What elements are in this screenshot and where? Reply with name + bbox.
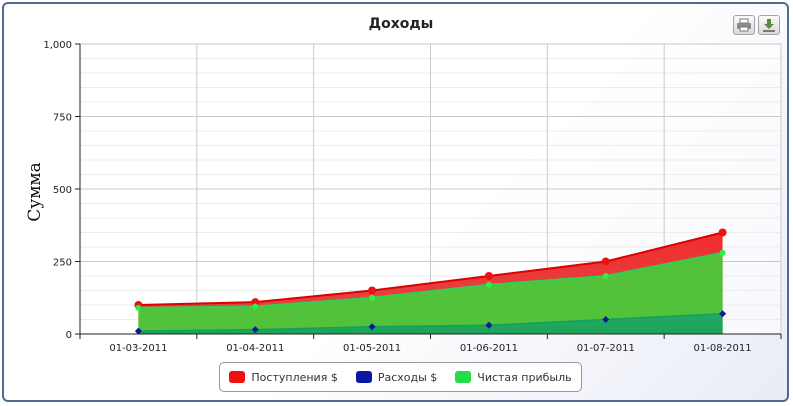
- y-tick-label: 500: [53, 185, 72, 196]
- series-area-expenses: [138, 313, 723, 334]
- point-net-profit: [719, 249, 726, 256]
- legend-item-net-profit[interactable]: Чистая прибыль: [455, 370, 572, 384]
- axes: [75, 43, 782, 339]
- chart-title: Доходы: [369, 16, 434, 32]
- point-net-profit: [135, 304, 142, 311]
- point-expenses: [602, 316, 610, 323]
- y-tick-label: 1,000: [43, 40, 72, 51]
- legend-label-revenue: Поступления $: [251, 370, 338, 384]
- point-revenue: [368, 286, 377, 295]
- x-tick-labels: 01-03-2011 01-04-2011 01-05-2011 01-06-2011…: [109, 343, 751, 354]
- legend-swatch-net-profit: [455, 371, 472, 383]
- y-tick-label: 250: [53, 258, 72, 269]
- y-axis-title: Сумма: [25, 162, 45, 222]
- x-tick-label: 01-06-2011: [460, 343, 518, 354]
- point-net-profit: [369, 294, 376, 301]
- series-line-net-profit: [138, 251, 723, 309]
- printer-icon: [737, 18, 751, 32]
- point-expenses: [368, 323, 376, 331]
- print-button[interactable]: [733, 15, 755, 35]
- series-line-revenue: [138, 231, 723, 306]
- legend-label-net-profit: Чистая прибыль: [477, 370, 572, 384]
- point-revenue: [251, 298, 260, 307]
- legend-label-expenses: Расходы $: [377, 370, 438, 384]
- point-expenses: [719, 310, 727, 318]
- point-net-profit: [602, 273, 609, 279]
- y-tick-labels: 0 250 500 750 1,000: [43, 40, 72, 341]
- download-icon: [763, 19, 775, 32]
- point-expenses: [485, 321, 493, 329]
- x-tick-label: 01-04-2011: [226, 343, 284, 354]
- point-revenue: [601, 257, 610, 266]
- point-expenses: [251, 326, 259, 334]
- export-button[interactable]: [758, 15, 780, 35]
- series-line-expenses: [138, 312, 723, 332]
- y-tick-label: 750: [53, 113, 72, 124]
- point-revenue: [484, 272, 493, 280]
- legend-item-expenses[interactable]: Расходы $: [355, 370, 438, 384]
- y-tick-label: 0: [66, 330, 72, 341]
- legend-item-revenue[interactable]: Поступления $: [229, 370, 338, 384]
- point-markers: [134, 228, 727, 335]
- area-layers: [138, 231, 723, 334]
- series-area-net-profit: [138, 252, 723, 334]
- point-expenses: [134, 327, 142, 335]
- x-tick-label: 01-05-2011: [343, 343, 401, 354]
- point-revenue: [718, 228, 727, 237]
- point-net-profit: [485, 281, 492, 288]
- legend-swatch-expenses: [355, 371, 372, 383]
- x-tick-label: 01-03-2011: [109, 343, 167, 354]
- legend: Поступления $ Расходы $ Чистая прибыль: [219, 362, 582, 392]
- chart-frame: 0 250 500 750 1,000 01-03-2011 01-04-2011 01-0…: [2, 2, 789, 402]
- point-net-profit: [252, 303, 259, 310]
- legend-swatch-revenue: [229, 371, 246, 383]
- x-tick-label: 01-07-2011: [577, 343, 635, 354]
- x-tick-label: 01-08-2011: [694, 343, 752, 354]
